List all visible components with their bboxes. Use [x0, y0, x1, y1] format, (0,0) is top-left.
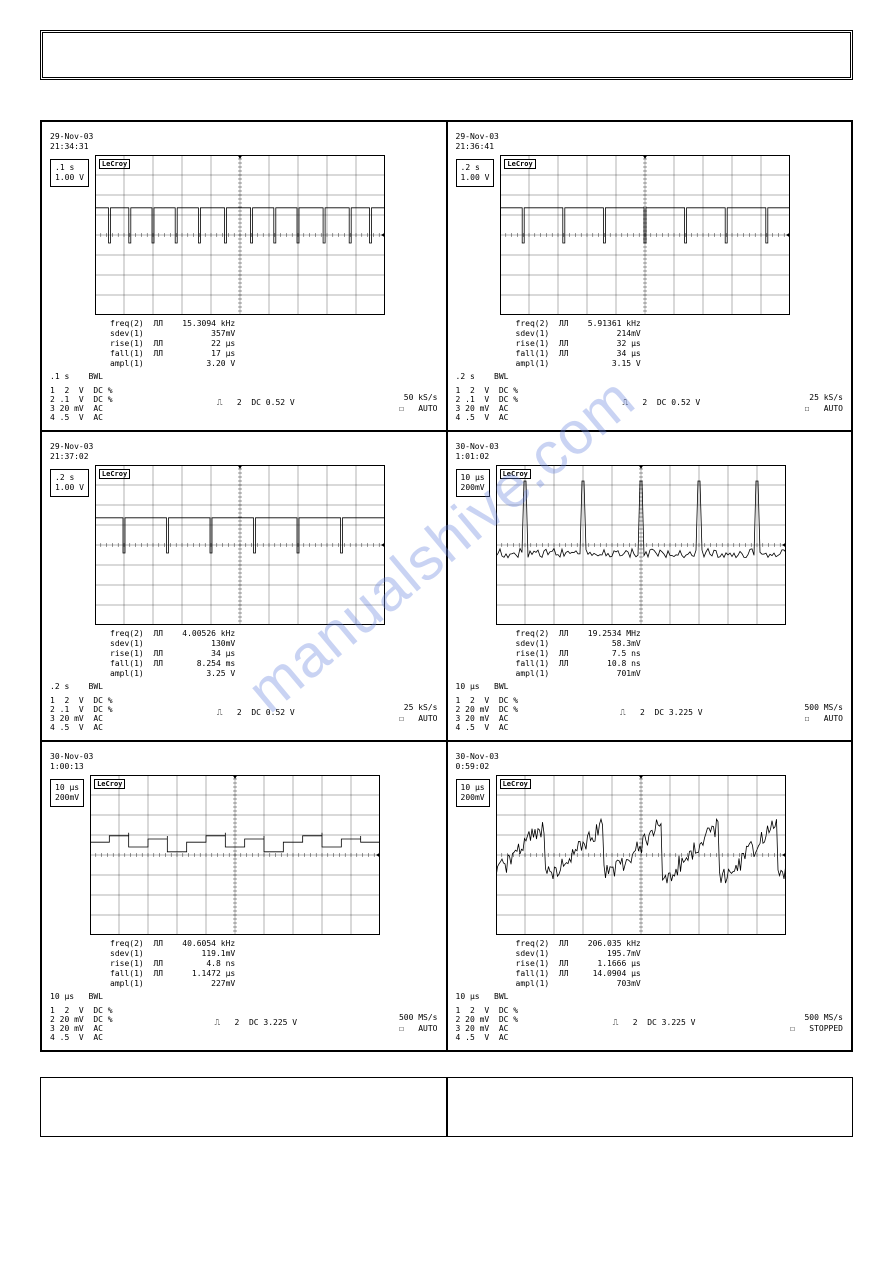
scope-display: LeCroy [496, 465, 843, 625]
scope-datetime: 29-Nov-03 21:37:02 [50, 442, 438, 462]
scope-display: LeCroy [500, 155, 843, 315]
header-border [40, 30, 853, 80]
scope-cell-4: 30-Nov-03 1:00:13 10 μs 200mV LeCroy freq(2… [41, 741, 447, 1051]
scope-sample-rate: 500 MS/s [790, 1013, 843, 1022]
scope-datetime: 30-Nov-03 0:59:02 [456, 752, 844, 772]
scope-display: LeCroy [95, 465, 438, 625]
scope-sample-rate: 500 MS/s [399, 1013, 438, 1022]
scope-tb-label: .2 s BWL [456, 372, 844, 381]
scope-tb-label: .2 s BWL [50, 682, 438, 691]
scope-info-box: 10 μs 200mV [456, 469, 490, 497]
scope-status: ☐ AUTO [399, 1024, 438, 1033]
scope-channels: 1 2 V DC % 2 .1 V DC % 3 20 mV AC 4 .5 V… [50, 696, 113, 732]
footer-boxes [40, 1077, 853, 1137]
scope-status: ☐ STOPPED [790, 1024, 843, 1033]
scope-status: ☐ AUTO [804, 714, 843, 723]
scope-channels: 1 2 V DC % 2 .1 V DC % 3 20 mV AC 4 .5 V… [50, 386, 113, 422]
scope-measurements: freq(2) ЛЛ 4.00526 kHz sdev(1) 130mV ris… [110, 629, 438, 679]
scope-channels: 1 2 V DC % 2 20 mV DC % 3 20 mV AC 4 .5 … [50, 1006, 113, 1042]
lecroy-badge: LeCroy [500, 469, 531, 479]
scope-tb-label: 10 μs BWL [456, 992, 844, 1001]
scope-trigger: ⎍ 2 DC 3.225 V [113, 1018, 399, 1028]
scope-sample-rate: 500 MS/s [804, 703, 843, 712]
scope-cell-0: 29-Nov-03 21:34:31 .1 s 1.00 V LeCroy freq(… [41, 121, 447, 431]
scope-trigger: ⎍ 2 DC 3.225 V [518, 708, 804, 718]
footer-left [40, 1077, 447, 1137]
scope-channels: 1 2 V DC % 2 .1 V DC % 3 20 mV AC 4 .5 V… [456, 386, 519, 422]
scope-grid-container: 29-Nov-03 21:34:31 .1 s 1.00 V LeCroy freq(… [40, 120, 853, 1052]
scope-cell-2: 29-Nov-03 21:37:02 .2 s 1.00 V LeCroy freq(… [41, 431, 447, 741]
lecroy-badge: LeCroy [94, 779, 125, 789]
scope-trigger: ⎍ 2 DC 0.52 V [518, 398, 804, 408]
scope-trigger: ⎍ 2 DC 3.225 V [518, 1018, 790, 1028]
scope-tb-label: .1 s BWL [50, 372, 438, 381]
scope-info-box: .2 s 1.00 V [456, 159, 495, 187]
scope-cell-3: 30-Nov-03 1:01:02 10 μs 200mV LeCroy freq(2… [447, 431, 853, 741]
scope-trigger: ⎍ 2 DC 0.52 V [113, 398, 399, 408]
scope-info-box: .2 s 1.00 V [50, 469, 89, 497]
scope-datetime: 30-Nov-03 1:00:13 [50, 752, 438, 772]
scope-datetime: 30-Nov-03 1:01:02 [456, 442, 844, 462]
scope-measurements: freq(2) ЛЛ 15.3094 kHz sdev(1) 357mV ris… [110, 319, 438, 369]
scope-info-box: 10 μs 200mV [50, 779, 84, 807]
scope-display: LeCroy [496, 775, 843, 935]
scope-tb-label: 10 μs BWL [456, 682, 844, 691]
scope-tb-label: 10 μs BWL [50, 992, 438, 1001]
scope-measurements: freq(2) ЛЛ 19.2534 MHz sdev(1) 58.3mV ri… [516, 629, 844, 679]
scope-status: ☐ AUTO [804, 404, 843, 413]
scope-display: LeCroy [90, 775, 437, 935]
scope-sample-rate: 25 kS/s [804, 393, 843, 402]
scope-datetime: 29-Nov-03 21:34:31 [50, 132, 438, 152]
scope-channels: 1 2 V DC % 2 20 mV DC % 3 20 mV AC 4 .5 … [456, 696, 519, 732]
lecroy-badge: LeCroy [99, 159, 130, 169]
footer-right [447, 1077, 854, 1137]
scope-measurements: freq(2) ЛЛ 5.91361 kHz sdev(1) 214mV ris… [516, 319, 844, 369]
scope-measurements: freq(2) ЛЛ 40.6054 kHz sdev(1) 119.1mV r… [110, 939, 438, 989]
scope-display: LeCroy [95, 155, 438, 315]
lecroy-badge: LeCroy [504, 159, 535, 169]
lecroy-badge: LeCroy [500, 779, 531, 789]
scope-cell-1: 29-Nov-03 21:36:41 .2 s 1.00 V LeCroy freq(… [447, 121, 853, 431]
scope-channels: 1 2 V DC % 2 20 mV DC % 3 20 mV AC 4 .5 … [456, 1006, 519, 1042]
scope-sample-rate: 50 kS/s [399, 393, 438, 402]
scope-status: ☐ AUTO [399, 404, 438, 413]
scope-cell-5: 30-Nov-03 0:59:02 10 μs 200mV LeCroy freq(2… [447, 741, 853, 1051]
scope-sample-rate: 25 kS/s [399, 703, 438, 712]
scope-info-box: .1 s 1.00 V [50, 159, 89, 187]
scope-datetime: 29-Nov-03 21:36:41 [456, 132, 844, 152]
scope-info-box: 10 μs 200mV [456, 779, 490, 807]
scope-measurements: freq(2) ЛЛ 206.035 kHz sdev(1) 195.7mV r… [516, 939, 844, 989]
lecroy-badge: LeCroy [99, 469, 130, 479]
scope-status: ☐ AUTO [399, 714, 438, 723]
scope-trigger: ⎍ 2 DC 0.52 V [113, 708, 399, 718]
